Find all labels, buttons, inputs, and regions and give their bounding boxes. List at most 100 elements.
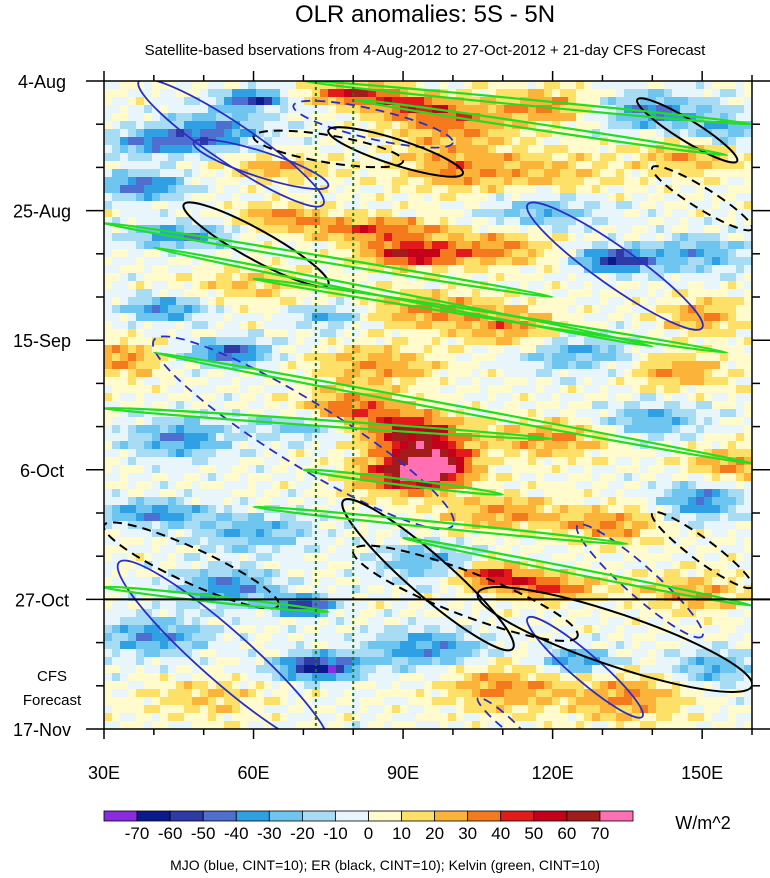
heat-cell xyxy=(736,489,745,498)
heat-cell xyxy=(680,273,689,282)
heat-cell xyxy=(672,361,681,370)
heat-cell xyxy=(288,417,297,426)
heat-cell xyxy=(264,177,273,186)
heat-cell xyxy=(200,569,209,578)
heat-cell xyxy=(648,177,657,186)
heat-cell xyxy=(496,145,505,154)
heat-cell xyxy=(648,345,657,354)
heat-cell xyxy=(680,153,689,162)
heat-cell xyxy=(496,337,505,346)
heat-cell xyxy=(648,201,657,210)
heat-cell xyxy=(504,393,513,402)
heat-cell xyxy=(416,417,425,426)
heat-cell xyxy=(672,249,681,258)
heat-cell xyxy=(464,417,473,426)
heat-cell xyxy=(696,153,705,162)
heat-cell xyxy=(728,465,737,474)
heat-cell xyxy=(312,177,321,186)
heat-cell xyxy=(232,441,241,450)
heat-cell xyxy=(648,529,657,538)
heat-cell xyxy=(648,217,657,226)
heat-cell xyxy=(256,561,265,570)
heat-cell xyxy=(528,425,537,434)
heat-cell xyxy=(472,289,481,298)
heat-cell xyxy=(424,481,433,490)
heat-cell xyxy=(560,97,569,106)
heat-cell xyxy=(200,489,209,498)
heat-cell xyxy=(168,385,177,394)
heat-cell xyxy=(296,473,305,482)
heat-cell xyxy=(592,289,601,298)
heat-cell xyxy=(184,489,193,498)
heat-cell xyxy=(688,209,697,218)
heat-cell xyxy=(392,313,401,322)
heat-cell xyxy=(280,305,289,314)
heat-cell xyxy=(464,313,473,322)
heat-cell xyxy=(720,441,729,450)
heat-cell xyxy=(432,545,441,554)
heat-cell xyxy=(632,361,641,370)
heat-cell xyxy=(224,505,233,514)
heat-cell xyxy=(592,193,601,202)
heat-cell xyxy=(128,529,137,538)
heat-cell xyxy=(344,353,353,362)
heat-cell xyxy=(704,233,713,242)
heat-cell xyxy=(304,297,313,306)
heat-cell xyxy=(208,433,217,442)
heat-cell xyxy=(520,345,529,354)
heat-cell xyxy=(624,209,633,218)
heat-cell xyxy=(616,409,625,418)
heat-cell xyxy=(736,153,745,162)
heat-cell xyxy=(272,545,281,554)
heat-cell xyxy=(616,185,625,194)
heat-cell xyxy=(360,529,369,538)
heat-cell xyxy=(576,249,585,258)
heat-cell xyxy=(232,489,241,498)
heat-cell xyxy=(560,193,569,202)
heat-cell xyxy=(584,337,593,346)
heat-cell xyxy=(560,545,569,554)
heat-cell xyxy=(544,225,553,234)
heat-cell xyxy=(384,241,393,250)
heat-cell xyxy=(240,265,249,274)
heat-cell xyxy=(320,449,329,458)
heat-cell xyxy=(592,313,601,322)
heat-cell xyxy=(592,441,601,450)
heat-cell xyxy=(400,537,409,546)
heat-cell xyxy=(656,409,665,418)
heat-cell xyxy=(408,97,417,106)
heat-cell xyxy=(440,513,449,522)
heat-cell xyxy=(480,81,489,90)
heat-cell xyxy=(232,121,241,130)
heat-cell xyxy=(448,225,457,234)
heat-cell xyxy=(472,201,481,210)
heat-cell xyxy=(464,457,473,466)
heat-cell xyxy=(104,185,113,194)
heat-cell xyxy=(440,265,449,274)
heat-cell xyxy=(504,225,513,234)
heat-cell xyxy=(664,201,673,210)
heat-cell xyxy=(640,361,649,370)
heat-cell xyxy=(280,569,289,578)
heat-cell xyxy=(504,401,513,410)
heat-cell xyxy=(480,569,489,578)
heat-cell xyxy=(296,329,305,338)
heat-cell xyxy=(224,537,233,546)
heat-cell xyxy=(168,185,177,194)
heat-cell xyxy=(416,97,425,106)
heat-cell xyxy=(632,409,641,418)
heat-cell xyxy=(368,313,377,322)
heat-cell xyxy=(304,337,313,346)
heat-cell xyxy=(384,537,393,546)
heat-cell xyxy=(536,561,545,570)
heat-cell xyxy=(136,377,145,386)
heat-cell xyxy=(520,113,529,122)
heat-cell xyxy=(240,281,249,290)
heat-cell xyxy=(384,457,393,466)
heat-cell xyxy=(304,497,313,506)
heat-cell xyxy=(248,489,257,498)
heat-cell xyxy=(624,257,633,266)
heat-cell xyxy=(688,361,697,370)
heat-cell xyxy=(656,185,665,194)
heat-cell xyxy=(736,97,745,106)
